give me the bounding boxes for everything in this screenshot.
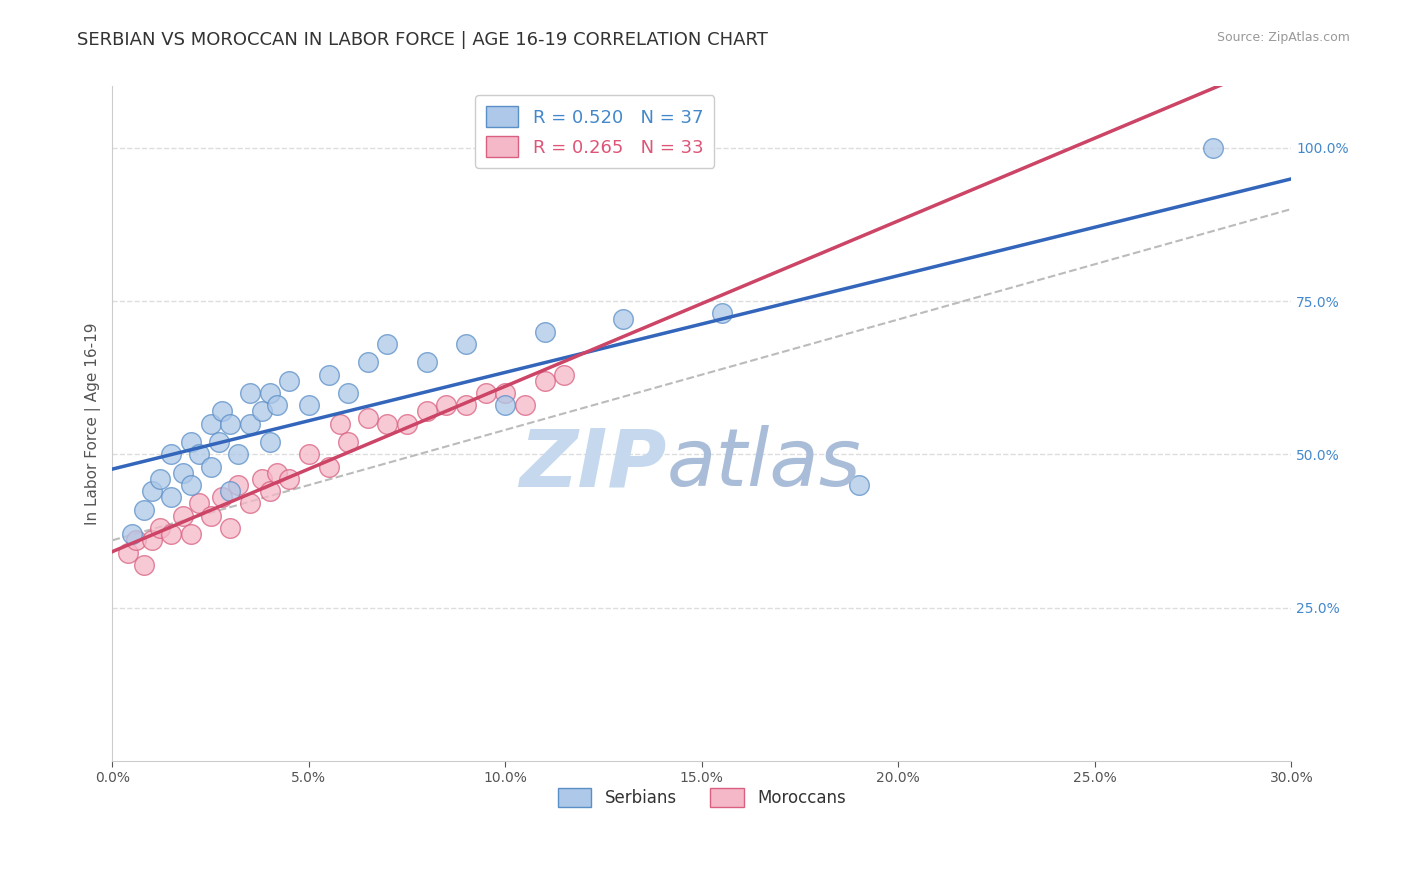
- Point: [160, 491, 183, 505]
- Point: [710, 306, 733, 320]
- Y-axis label: In Labor Force | Age 16-19: In Labor Force | Age 16-19: [86, 323, 101, 525]
- Point: [259, 386, 281, 401]
- Point: [200, 508, 222, 523]
- Point: [200, 417, 222, 431]
- Point: [180, 478, 202, 492]
- Point: [132, 502, 155, 516]
- Point: [1202, 141, 1225, 155]
- Point: [211, 404, 233, 418]
- Point: [337, 386, 360, 401]
- Point: [416, 404, 439, 418]
- Point: [436, 398, 458, 412]
- Point: [172, 508, 194, 523]
- Text: atlas: atlas: [666, 425, 862, 503]
- Point: [318, 368, 340, 382]
- Point: [239, 386, 262, 401]
- Point: [117, 545, 139, 559]
- Point: [357, 410, 380, 425]
- Point: [298, 447, 321, 461]
- Point: [160, 527, 183, 541]
- Point: [454, 337, 477, 351]
- Point: [337, 435, 360, 450]
- Point: [848, 478, 870, 492]
- Point: [219, 521, 242, 535]
- Point: [612, 312, 634, 326]
- Text: ZIP: ZIP: [519, 425, 666, 503]
- Point: [494, 386, 516, 401]
- Legend: Serbians, Moroccans: Serbians, Moroccans: [551, 780, 852, 814]
- Point: [250, 404, 273, 418]
- Point: [329, 417, 352, 431]
- Point: [226, 478, 249, 492]
- Text: Source: ZipAtlas.com: Source: ZipAtlas.com: [1216, 31, 1350, 45]
- Point: [533, 374, 555, 388]
- Point: [180, 435, 202, 450]
- Point: [141, 533, 163, 548]
- Point: [474, 386, 496, 401]
- Point: [494, 398, 516, 412]
- Point: [298, 398, 321, 412]
- Point: [239, 496, 262, 510]
- Point: [278, 374, 301, 388]
- Point: [207, 435, 229, 450]
- Point: [125, 533, 148, 548]
- Point: [121, 527, 143, 541]
- Point: [172, 466, 194, 480]
- Point: [377, 417, 399, 431]
- Point: [187, 496, 209, 510]
- Point: [513, 398, 536, 412]
- Point: [377, 337, 399, 351]
- Point: [454, 398, 477, 412]
- Point: [132, 558, 155, 572]
- Point: [160, 447, 183, 461]
- Point: [318, 459, 340, 474]
- Point: [259, 435, 281, 450]
- Point: [266, 466, 288, 480]
- Point: [278, 472, 301, 486]
- Point: [187, 447, 209, 461]
- Point: [239, 417, 262, 431]
- Point: [266, 398, 288, 412]
- Point: [416, 355, 439, 369]
- Point: [219, 417, 242, 431]
- Text: SERBIAN VS MOROCCAN IN LABOR FORCE | AGE 16-19 CORRELATION CHART: SERBIAN VS MOROCCAN IN LABOR FORCE | AGE…: [77, 31, 768, 49]
- Point: [148, 472, 170, 486]
- Point: [200, 459, 222, 474]
- Point: [396, 417, 419, 431]
- Point: [148, 521, 170, 535]
- Point: [180, 527, 202, 541]
- Point: [226, 447, 249, 461]
- Point: [250, 472, 273, 486]
- Point: [259, 484, 281, 499]
- Point: [141, 484, 163, 499]
- Point: [553, 368, 575, 382]
- Point: [211, 491, 233, 505]
- Point: [533, 325, 555, 339]
- Point: [357, 355, 380, 369]
- Point: [219, 484, 242, 499]
